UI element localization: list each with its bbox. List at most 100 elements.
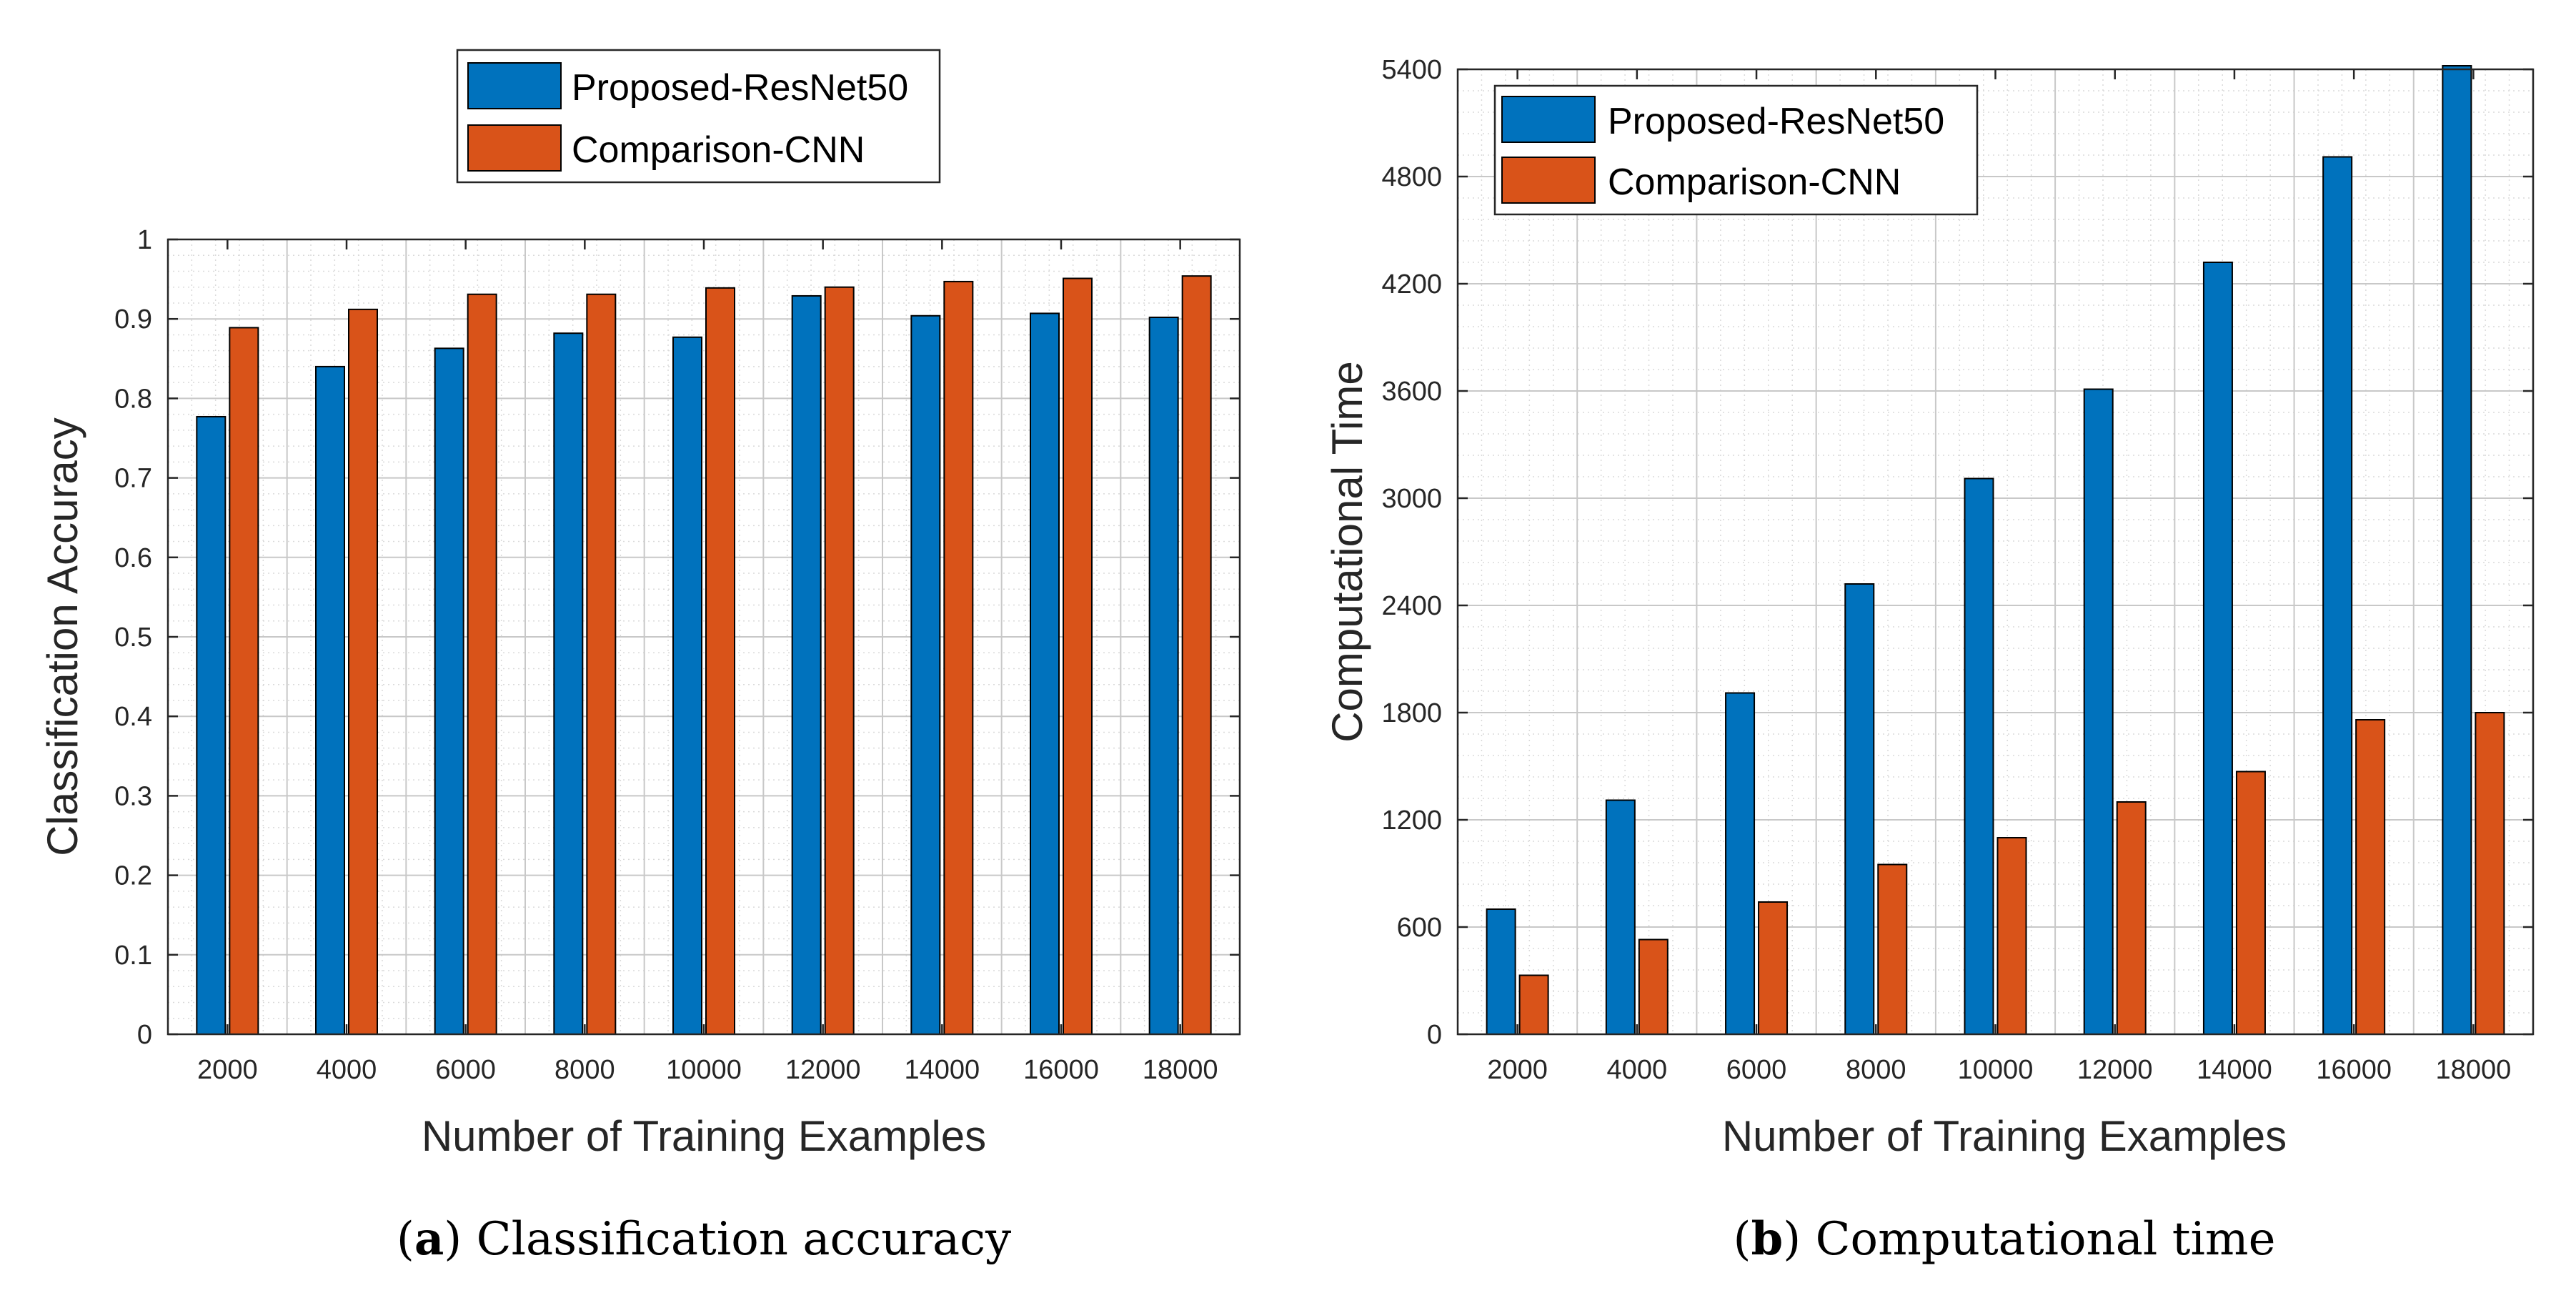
x-tick-label: 14000 — [904, 1055, 980, 1085]
panel-b-caption-text: Computational time — [1816, 1213, 2276, 1266]
panel-b-x-axis-label: Number of Training Examples — [1722, 1112, 2287, 1160]
panel-b-y-ticks: 0 600 1200 1800 2400 3000 3600 4200 4800 5400 — [1381, 55, 2533, 1050]
y-tick-label: 4800 — [1381, 162, 1442, 192]
panel-b-computational-time-chart: 0 600 1200 1800 2400 3000 3600 4200 4800 5400 200… — [1323, 55, 2535, 1266]
panel-a-legend-label-resnet50: Proposed-ResNet50 — [572, 67, 908, 109]
panel-a-minor-grid — [168, 239, 1240, 1034]
y-tick-label: 0.6 — [114, 543, 152, 573]
y-tick-label: 0.5 — [114, 623, 152, 653]
panel-b-legend: Proposed-ResNet50 Comparison-CNN — [1493, 84, 1979, 216]
bar-cnn-2000 — [1518, 974, 1549, 1035]
bar-resnet50-6000 — [1725, 692, 1756, 1035]
bar-resnet50-12000 — [791, 294, 822, 1035]
bar-cnn-14000 — [943, 280, 974, 1035]
y-tick-label: 3000 — [1381, 484, 1442, 514]
bar-resnet50-16000 — [1030, 312, 1060, 1035]
bar-cnn-6000 — [467, 293, 497, 1035]
y-tick-label: 0.8 — [114, 384, 152, 414]
bar-cnn-8000 — [586, 293, 617, 1035]
x-tick-label: 18000 — [2436, 1055, 2512, 1085]
y-tick-label: 3600 — [1381, 377, 1442, 407]
bar-cnn-8000 — [1877, 863, 1908, 1035]
panel-a-legend: Proposed-ResNet50 Comparison-CNN — [456, 49, 941, 184]
x-tick-label: 14000 — [2197, 1055, 2272, 1085]
bar-cnn-4000 — [1638, 938, 1669, 1035]
x-tick-label: 6000 — [435, 1055, 496, 1085]
y-tick-label: 1 — [137, 225, 152, 255]
bar-cnn-18000 — [2475, 712, 2505, 1035]
panel-a-x-axis-label: Number of Training Examples — [422, 1112, 986, 1160]
bar-resnet50-2000 — [196, 415, 227, 1035]
bar-cnn-12000 — [824, 286, 855, 1036]
bar-resnet50-6000 — [434, 347, 464, 1035]
panel-b-legend-label-resnet50: Proposed-ResNet50 — [1608, 101, 1944, 142]
x-tick-label: 12000 — [785, 1055, 861, 1085]
x-tick-label: 12000 — [2077, 1055, 2153, 1085]
panel-a-bars — [196, 275, 1212, 1036]
bar-resnet50-18000 — [1148, 316, 1179, 1035]
bar-cnn-10000 — [705, 287, 735, 1035]
bar-cnn-2000 — [229, 327, 259, 1035]
bar-cnn-16000 — [1063, 277, 1093, 1035]
x-tick-label: 8000 — [555, 1055, 615, 1085]
panel-b-bars — [1486, 65, 2505, 1035]
x-tick-label: 2000 — [1487, 1055, 1548, 1085]
y-tick-label: 600 — [1397, 913, 1442, 943]
y-tick-label: 0.1 — [114, 941, 152, 971]
x-tick-label: 2000 — [197, 1055, 258, 1085]
x-tick-label: 4000 — [1607, 1055, 1668, 1085]
y-tick-label: 0 — [1427, 1020, 1442, 1050]
panel-b-y-axis-label: Computational Time — [1323, 361, 1371, 743]
y-tick-label: 0.9 — [114, 304, 152, 335]
x-tick-label: 10000 — [1958, 1055, 2034, 1085]
panel-b-legend-swatch-cnn — [1501, 157, 1596, 204]
panel-a-caption: (a) Classification accuracy — [397, 1212, 1011, 1266]
y-tick-label: 4200 — [1381, 269, 1442, 299]
x-tick-label: 6000 — [1726, 1055, 1787, 1085]
y-tick-label: 1200 — [1381, 806, 1442, 836]
bar-cnn-6000 — [1758, 901, 1789, 1035]
bar-resnet50-16000 — [2322, 156, 2353, 1035]
bar-cnn-12000 — [2116, 801, 2147, 1035]
x-tick-label: 4000 — [317, 1055, 377, 1085]
bar-resnet50-8000 — [553, 332, 584, 1035]
bar-cnn-10000 — [1996, 837, 2027, 1035]
panel-b-minor-grid — [1458, 69, 2533, 1034]
panel-b-caption: (b) Computational time — [1734, 1212, 2276, 1266]
x-tick-label: 16000 — [1023, 1055, 1099, 1085]
panel-a-x-ticks: 2000 4000 6000 8000 10000 12000 14000 16000 1800… — [197, 239, 1218, 1085]
y-tick-label: 0 — [137, 1020, 152, 1050]
y-tick-label: 5400 — [1381, 55, 1442, 85]
bar-resnet50-10000 — [1964, 477, 1994, 1035]
panel-a-y-ticks: 0 0.1 0.2 0.3 0.4 0.5 0.6 0.7 0.8 0.9 1 — [114, 225, 1240, 1050]
x-tick-label: 10000 — [666, 1055, 742, 1085]
bar-resnet50-4000 — [315, 365, 345, 1035]
bar-cnn-16000 — [2355, 719, 2386, 1035]
bar-cnn-14000 — [2235, 771, 2266, 1035]
bar-resnet50-14000 — [910, 314, 941, 1035]
panel-a-legend-swatch-resnet50 — [467, 62, 562, 109]
y-tick-label: 2400 — [1381, 591, 1442, 621]
panel-b-legend-label-cnn: Comparison-CNN — [1608, 162, 1901, 203]
y-tick-label: 0.3 — [114, 781, 152, 811]
bar-resnet50-14000 — [2202, 262, 2233, 1035]
bar-resnet50-12000 — [2083, 388, 2114, 1035]
x-tick-label: 16000 — [2316, 1055, 2392, 1085]
bar-resnet50-4000 — [1605, 799, 1636, 1035]
panel-a-caption-label: a — [414, 1212, 444, 1266]
y-tick-label: 0.7 — [114, 464, 152, 494]
panel-b-x-ticks: 2000 4000 6000 8000 10000 12000 14000 16000 1800… — [1487, 69, 2511, 1085]
y-tick-label: 0.2 — [114, 861, 152, 891]
bar-resnet50-8000 — [1844, 583, 1875, 1035]
x-tick-label: 8000 — [1846, 1055, 1906, 1085]
panel-a-legend-label-cnn: Comparison-CNN — [572, 129, 865, 171]
panel-b-legend-swatch-resnet50 — [1501, 96, 1596, 143]
panel-a-y-axis-label: Classification Accuracy — [39, 417, 86, 856]
y-tick-label: 1800 — [1381, 698, 1442, 728]
bar-cnn-18000 — [1181, 275, 1212, 1036]
bar-cnn-4000 — [348, 308, 378, 1035]
x-tick-label: 18000 — [1143, 1055, 1218, 1085]
bar-resnet50-18000 — [2442, 65, 2472, 1035]
bar-resnet50-2000 — [1486, 908, 1516, 1035]
